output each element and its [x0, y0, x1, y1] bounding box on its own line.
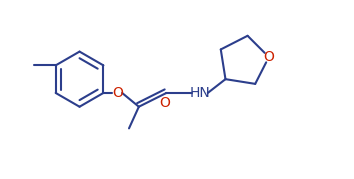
- Text: O: O: [112, 86, 122, 100]
- Text: O: O: [263, 50, 274, 64]
- Text: O: O: [159, 96, 170, 110]
- Text: HN: HN: [189, 86, 210, 100]
